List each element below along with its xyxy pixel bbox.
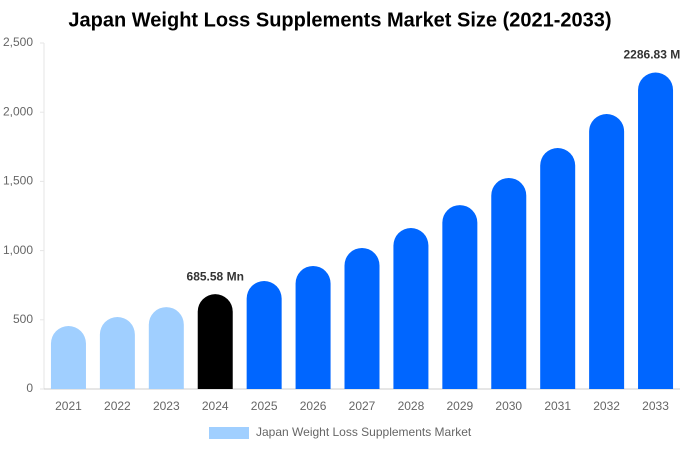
y-tick-label: 2,000	[3, 104, 33, 118]
bar	[295, 265, 331, 389]
data-label: 2286.83 Mn	[624, 48, 680, 62]
bar	[148, 307, 184, 389]
chart-title: Japan Weight Loss Supplements Market Siz…	[68, 9, 611, 31]
bar	[197, 294, 233, 389]
bar	[442, 205, 478, 389]
x-tick-label: 2026	[300, 399, 327, 413]
x-tick-label: 2030	[495, 399, 522, 413]
y-tick-label: 1,500	[3, 174, 33, 188]
x-tick-label: 2032	[593, 399, 620, 413]
x-tick-label: 2031	[544, 399, 571, 413]
legend-label: Japan Weight Loss Supplements Market	[256, 425, 472, 439]
x-tick-label: 2029	[446, 399, 473, 413]
bar	[344, 247, 380, 389]
bar	[589, 113, 625, 389]
bar	[540, 148, 576, 389]
y-tick-label: 1,000	[3, 243, 33, 257]
x-tick-label: 2022	[104, 399, 131, 413]
y-tick-label: 500	[13, 312, 33, 326]
x-tick-label: 2021	[55, 399, 82, 413]
bar	[393, 228, 429, 389]
bar	[99, 317, 135, 389]
x-tick-label: 2023	[153, 399, 180, 413]
x-tick-label: 2027	[349, 399, 376, 413]
bar	[50, 326, 86, 389]
x-tick-label: 2024	[202, 399, 229, 413]
legend-swatch	[209, 427, 249, 439]
y-tick-label: 0	[26, 381, 33, 395]
x-tick-label: 2033	[642, 399, 669, 413]
x-tick-label: 2028	[398, 399, 425, 413]
x-tick-label: 2025	[251, 399, 278, 413]
data-label: 685.58 Mn	[187, 269, 244, 283]
bar	[246, 281, 282, 389]
y-tick-label: 2,500	[3, 35, 33, 49]
bar	[638, 72, 674, 389]
bar	[491, 177, 527, 389]
